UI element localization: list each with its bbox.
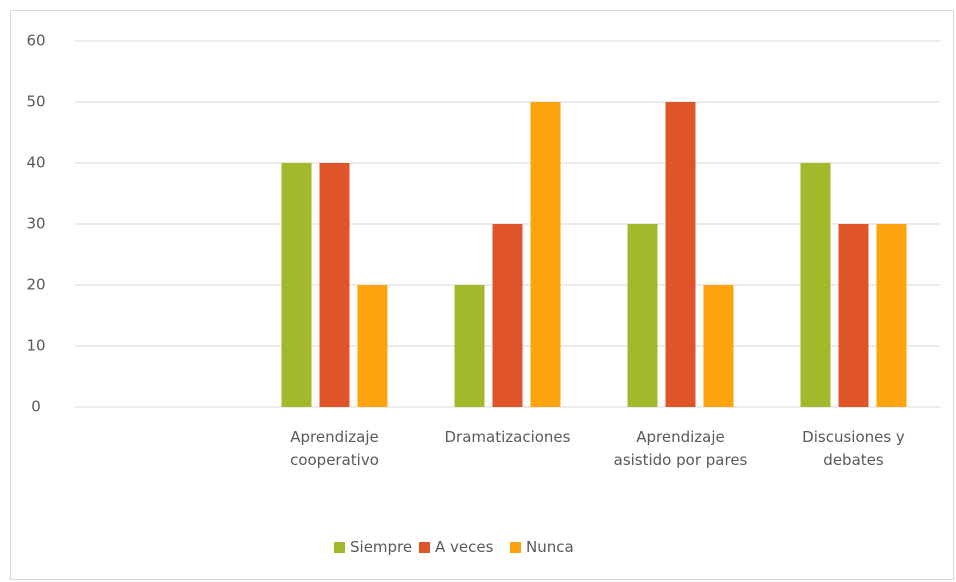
bar	[665, 102, 696, 407]
bar	[454, 285, 485, 407]
bar	[627, 224, 658, 407]
legend-item: A veces	[419, 538, 493, 556]
bar	[800, 163, 831, 407]
x-tick-label: Discusiones y debates	[802, 428, 905, 469]
legend-swatch	[334, 541, 345, 553]
y-tick-label: 60	[26, 32, 45, 50]
legend-label: Nunca	[526, 538, 574, 556]
bar	[281, 163, 312, 407]
bar	[357, 285, 388, 407]
chart-frame	[10, 10, 954, 580]
bar	[876, 224, 907, 407]
bar	[319, 163, 350, 407]
legend-item: Siempre	[334, 538, 412, 556]
y-tick-label: 10	[26, 337, 45, 355]
legend-label: A veces	[435, 538, 494, 556]
y-tick-label: 40	[26, 154, 45, 172]
bar	[703, 285, 734, 407]
legend-swatch	[510, 541, 521, 553]
y-tick-label: 50	[26, 93, 45, 111]
x-tick-label: Aprendizaje cooperativo	[290, 428, 379, 469]
x-tick-label: Dramatizaciones	[444, 428, 571, 446]
y-tick-label: 20	[26, 276, 45, 294]
y-tick-label: 30	[26, 215, 45, 233]
legend-label: Siempre	[350, 538, 413, 556]
legend-item: Nunca	[510, 538, 574, 556]
bar	[838, 224, 869, 407]
bar	[492, 224, 523, 407]
legend-swatch	[419, 541, 430, 553]
y-tick-label: 0	[31, 398, 41, 416]
x-tick-label: Aprendizaje asistido por pares	[613, 428, 748, 469]
bar	[530, 102, 561, 407]
